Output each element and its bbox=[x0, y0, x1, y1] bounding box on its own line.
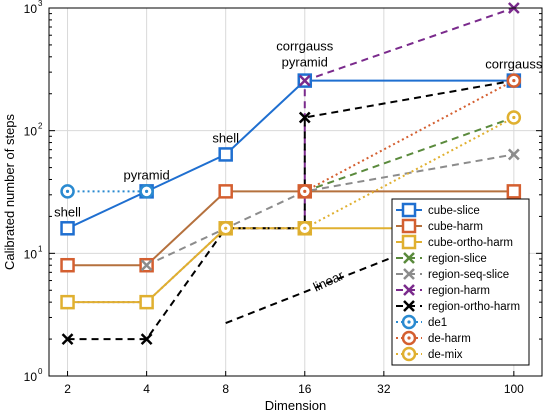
legend-marker-dot bbox=[407, 336, 411, 340]
region-ortho-harm-line bbox=[67, 79, 515, 341]
legend-label: de-mix bbox=[428, 349, 463, 361]
y-tick-exponent: 3 bbox=[38, 0, 43, 8]
legend-marker bbox=[403, 300, 415, 312]
annotation-label: shell bbox=[54, 204, 81, 219]
region-harm-line bbox=[304, 7, 515, 82]
annotation-label: corrgauss bbox=[276, 39, 334, 54]
y-axis-label: Calibrated number of steps bbox=[2, 113, 17, 270]
de-harm-point-dot bbox=[303, 189, 307, 193]
y-tick-label: 10 bbox=[24, 2, 38, 16]
legend-marker bbox=[401, 218, 417, 234]
legend-label: region-ortho-harm bbox=[428, 301, 520, 313]
annotation-label: linear bbox=[311, 267, 347, 294]
region-seq-slice-line bbox=[146, 153, 515, 267]
x-axis: 2 4 8 16 32 100 bbox=[64, 371, 524, 396]
legend-label: region-seq-slice bbox=[428, 269, 509, 281]
x-tick-label: 8 bbox=[222, 382, 229, 396]
cube-ortho-harm-point bbox=[139, 294, 154, 310]
region-ortho-harm-point bbox=[61, 333, 74, 345]
x-tick-label: 2 bbox=[64, 382, 71, 396]
x-tick-label: 4 bbox=[143, 382, 150, 396]
y-tick-exponent: 2 bbox=[38, 122, 43, 131]
de-harm-line bbox=[304, 79, 515, 193]
legend-label: de1 bbox=[428, 317, 447, 329]
legend-label: region-harm bbox=[428, 285, 490, 297]
cube-slice-point bbox=[218, 147, 233, 162]
y-tick-exponent: 1 bbox=[38, 244, 43, 253]
y-tick-label: 10 bbox=[24, 247, 38, 261]
cube-harm-point bbox=[60, 257, 75, 273]
de-mix-line bbox=[225, 116, 515, 230]
annotation-label: pyramid bbox=[282, 55, 328, 70]
legend-label: region-slice bbox=[428, 253, 487, 265]
annotation-label: shell bbox=[212, 130, 239, 145]
cube-slice-point bbox=[60, 221, 75, 236]
region-seq-slice-point bbox=[140, 259, 153, 272]
legend-label: cube-ortho-harm bbox=[428, 237, 513, 249]
annotation-label: pyramid bbox=[123, 167, 169, 182]
region-ortho-harm-point bbox=[298, 111, 311, 124]
x-tick-label: 16 bbox=[298, 382, 312, 396]
legend-marker bbox=[403, 284, 415, 296]
linear-reference-line bbox=[225, 249, 410, 325]
cube-harm-point bbox=[218, 184, 233, 199]
x-tick-label: 100 bbox=[504, 382, 524, 396]
cube-ortho-harm-point bbox=[60, 294, 75, 310]
legend-marker-dot bbox=[407, 320, 411, 324]
legend: cube-slice cube-harm cube-ortho-harm region… bbox=[391, 198, 530, 366]
legend-marker bbox=[403, 268, 415, 280]
legend-marker-dot bbox=[407, 352, 411, 356]
region-slice-line bbox=[304, 116, 515, 193]
y-tick-exponent: 0 bbox=[38, 367, 43, 376]
cube-harm-point bbox=[506, 184, 522, 199]
de-mix-point-dot bbox=[512, 115, 516, 120]
legend-marker bbox=[403, 252, 415, 264]
y-tick-label: 10 bbox=[24, 125, 38, 139]
legend-marker bbox=[401, 202, 417, 218]
legend-marker bbox=[401, 234, 417, 250]
de1-point-dot bbox=[65, 189, 70, 193]
de1-point-dot bbox=[145, 189, 149, 193]
x-axis-label: Dimension bbox=[265, 398, 326, 413]
series-markers bbox=[60, 2, 522, 345]
region-harm-point bbox=[298, 74, 311, 87]
region-seq-slice-point bbox=[507, 148, 520, 161]
region-ortho-harm-point bbox=[140, 333, 153, 345]
annotation-label: corrgauss bbox=[485, 57, 543, 72]
legend-label: cube-harm bbox=[428, 221, 483, 233]
de-mix-point-dot bbox=[224, 226, 228, 230]
plot-frame bbox=[48, 7, 543, 377]
de-mix-point-dot bbox=[303, 226, 307, 230]
x-tick-label: 32 bbox=[377, 382, 391, 396]
legend-label: cube-slice bbox=[428, 205, 480, 217]
legend-label: de-harm bbox=[428, 333, 471, 345]
de-harm-point-dot bbox=[512, 78, 516, 83]
y-tick-label: 10 bbox=[24, 370, 38, 384]
reference-line bbox=[225, 249, 410, 325]
